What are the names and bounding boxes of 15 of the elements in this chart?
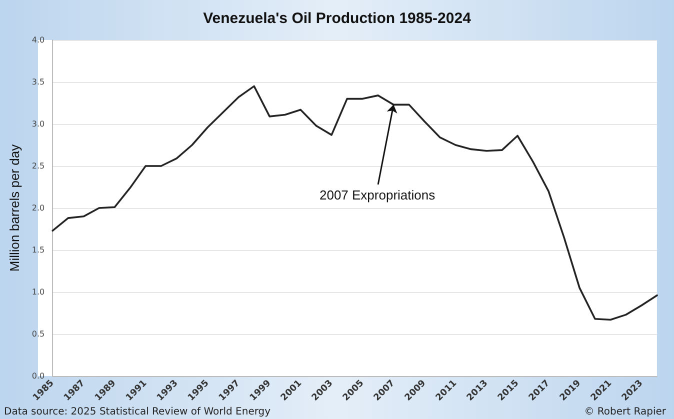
y-tick-label: 2.5 — [32, 162, 45, 170]
y-tick-label: 2.0 — [32, 204, 45, 212]
source-note: Data source: 2025 Statistical Review of World Energy — [4, 406, 271, 418]
y-tick-label: 1.5 — [32, 246, 45, 254]
annotation: 2007 Expropriations — [319, 187, 436, 202]
y-tick-label: 3.0 — [32, 120, 45, 128]
y-tick-label: 0.0 — [32, 372, 45, 380]
y-tick-label: 1.0 — [32, 288, 45, 296]
chart-title: Venezuela's Oil Production 1985-2024 — [203, 10, 472, 27]
y-tick-label: 3.5 — [32, 78, 45, 86]
y-axis-title: Million barrels per day — [7, 144, 22, 272]
y-tick-label: 0.5 — [32, 330, 45, 338]
line-series — [52, 85, 658, 321]
y-tick-label: 4.0 — [32, 36, 45, 44]
text: © Robert Rapier — [584, 406, 667, 418]
